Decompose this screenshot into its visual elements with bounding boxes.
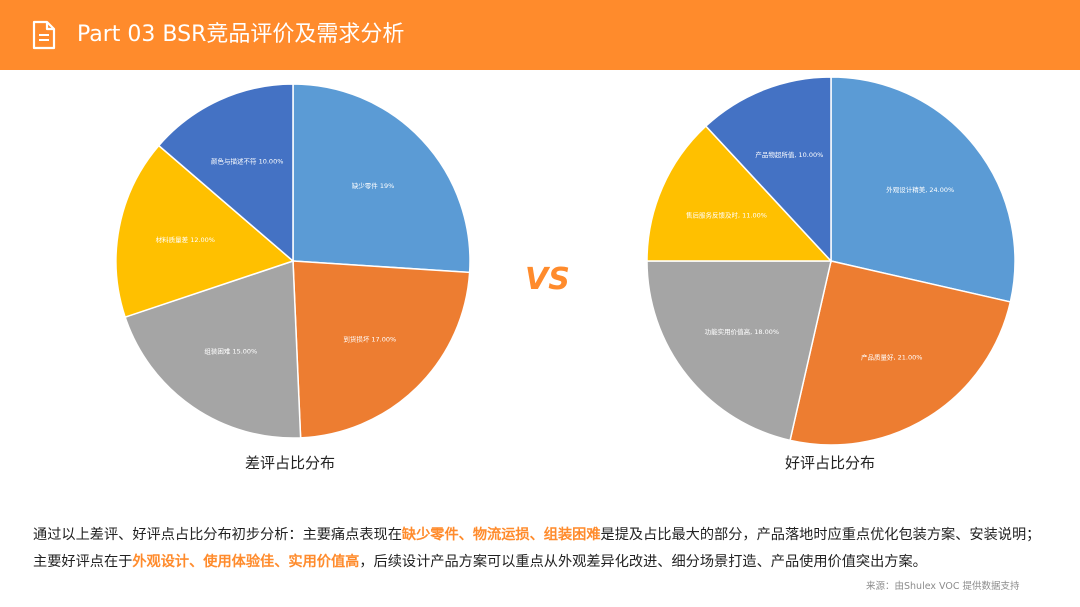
pie-slice-3 bbox=[646, 260, 832, 442]
source-note: 来源：由Shulex VOC 提供数据支持 bbox=[866, 581, 1020, 592]
pie-slice-label: 组装困难 15.00% bbox=[204, 346, 257, 355]
pie-slice-label: 产品质量好, 21.00% bbox=[861, 353, 922, 362]
summary-highlight-2: 外观设计、使用体验佳、实用价值高 bbox=[132, 554, 360, 570]
pie-slice-label: 材料质量差 12.00% bbox=[156, 235, 215, 244]
negative-chart-title: 差评占比分布 bbox=[245, 454, 336, 472]
document-icon bbox=[32, 20, 56, 50]
pie-slice-4 bbox=[115, 144, 295, 319]
pie-slice-2 bbox=[292, 260, 471, 439]
pie-slice-4 bbox=[646, 125, 833, 262]
header-bar: Part 03 BSR竞品评价及需求分析 bbox=[0, 0, 1080, 70]
pie-slice-label: 功能实用价值高, 18.00% bbox=[705, 327, 779, 336]
summary-text-3: ，后续设计产品方案可以重点从外观差异化改进、细分场景打造、产品使用价值突出方案。 bbox=[359, 554, 927, 570]
pie-slice-1 bbox=[292, 83, 471, 274]
pie-slice-label: 到货损坏 17.00% bbox=[343, 334, 396, 343]
pie-slice-label: 售后服务反馈及时, 11.00% bbox=[686, 210, 767, 219]
summary-text-1: 通过以上差评、好评点占比分布初步分析：主要痛点表现在 bbox=[33, 527, 402, 543]
pie-slice-5 bbox=[157, 83, 294, 263]
pie-slice-label: 外观设计精美, 24.00% bbox=[886, 185, 954, 194]
summary-paragraph: 通过以上差评、好评点占比分布初步分析：主要痛点表现在缺少零件、物流运损、组装困难… bbox=[33, 522, 1053, 576]
summary-text-2: 是提及占比最大的部分，产品落地时应重点优化包装方案、安装说明；主要好评点在于 bbox=[33, 527, 1041, 570]
page-title: Part 03 BSR竞品评价及需求分析 bbox=[77, 22, 405, 47]
pie-slice-label: 缺少零件 19% bbox=[352, 181, 395, 190]
pie-slice-5 bbox=[704, 76, 832, 263]
pie-slice-2 bbox=[789, 260, 1012, 446]
summary-highlight-1: 缺少零件、物流运损、组装困难 bbox=[401, 527, 601, 543]
pie-slice-label: 颜色与描述不符 10.00% bbox=[211, 156, 283, 165]
pie-slice-3 bbox=[124, 259, 302, 439]
positive-chart-title: 好评占比分布 bbox=[785, 454, 876, 472]
vs-label: VS bbox=[525, 262, 570, 297]
pie-slice-label: 产品物超所值, 10.00% bbox=[755, 150, 823, 159]
pie-slice-1 bbox=[830, 76, 1016, 303]
